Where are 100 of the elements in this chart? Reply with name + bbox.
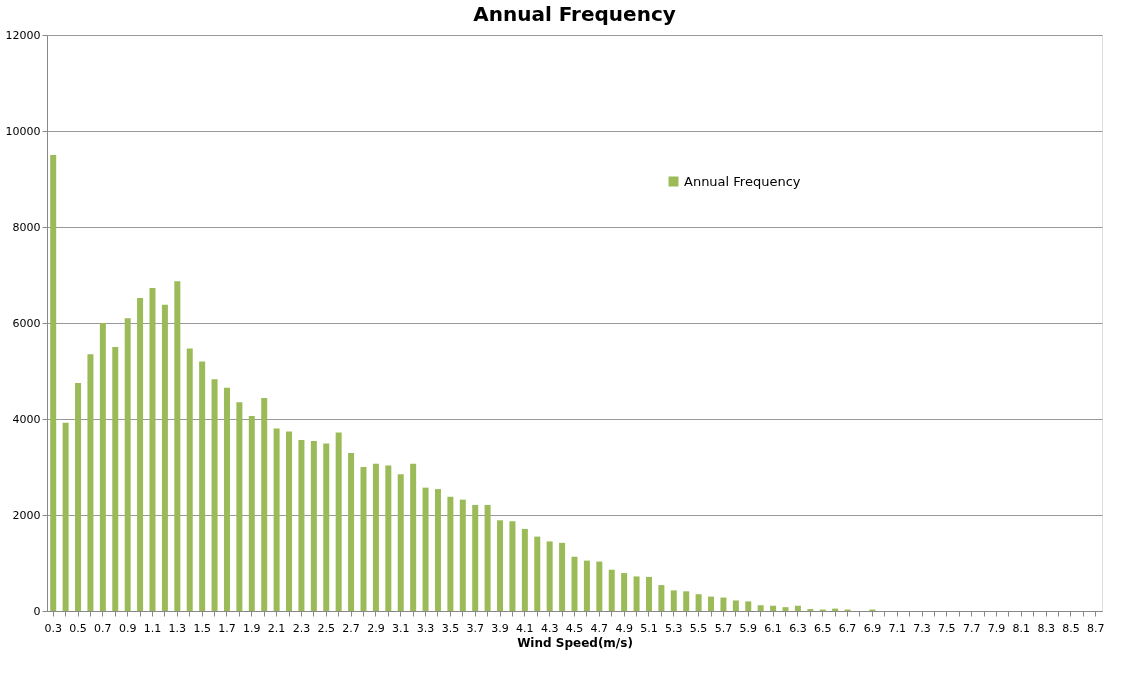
bar	[199, 361, 206, 611]
bar	[397, 474, 404, 611]
bar	[670, 590, 677, 611]
bar	[732, 600, 739, 611]
bar	[112, 347, 119, 611]
x-tick-label: 0.7	[94, 621, 112, 635]
x-tick-label: 3.3	[416, 621, 435, 635]
x-tick-label: 7.7	[962, 621, 981, 635]
bar	[658, 585, 665, 611]
bar	[298, 440, 305, 611]
bar	[633, 576, 640, 611]
x-tick-label: 2.7	[342, 621, 360, 635]
bar	[583, 560, 590, 611]
x-tick-label: 8.7	[1087, 621, 1105, 635]
y-tick-label: 4000	[12, 412, 41, 426]
bar	[608, 569, 615, 611]
bar	[248, 416, 255, 611]
x-tick-label: 3.1	[391, 621, 410, 635]
bar	[695, 594, 702, 611]
bar	[372, 463, 379, 611]
bar	[683, 591, 690, 611]
bar	[174, 281, 181, 611]
bar	[50, 155, 57, 611]
bar	[770, 605, 777, 611]
y-tick-label: 8000	[12, 220, 41, 234]
x-tick-label: 4.5	[565, 621, 584, 635]
bar	[472, 504, 479, 611]
bar	[447, 496, 454, 611]
x-tick-label: 8.5	[1062, 621, 1080, 635]
bar	[708, 596, 715, 611]
x-tick-label: 0.3	[44, 621, 62, 635]
x-tick-label: 6.5	[813, 621, 832, 635]
x-tick-label: 4.9	[615, 621, 633, 635]
bar	[62, 422, 69, 611]
bar	[422, 487, 429, 611]
x-tick-label: 4.1	[516, 621, 534, 635]
bar	[124, 318, 131, 611]
bar	[434, 489, 441, 611]
x-tick-label: 1.3	[168, 621, 187, 635]
x-tick-label: 5.3	[665, 621, 683, 635]
bar	[509, 521, 516, 611]
x-tick-label: 1.5	[193, 621, 211, 635]
x-tick-label: 7.1	[888, 621, 906, 635]
bar	[459, 499, 466, 611]
bar	[161, 304, 168, 611]
bar	[757, 605, 764, 611]
bar	[323, 443, 330, 611]
bar	[149, 287, 156, 611]
x-tick-label: 2.9	[367, 621, 385, 635]
bar	[360, 467, 367, 611]
x-tick-label: 6.3	[789, 621, 807, 635]
bar	[385, 465, 392, 611]
x-tick-label: 7.3	[913, 621, 931, 635]
x-tick-label: 1.1	[143, 621, 162, 635]
chart-title: Annual Frequency	[473, 2, 676, 26]
x-axis-title: Wind Speed(m/s)	[517, 635, 633, 650]
x-tick-label: 6.9	[863, 621, 882, 635]
bar	[546, 541, 553, 611]
y-tick-label: 12000	[5, 28, 41, 42]
bar	[87, 354, 94, 611]
bar	[720, 597, 727, 611]
y-tick-label: 6000	[12, 316, 41, 330]
x-tick-label: 3.5	[441, 621, 460, 635]
x-tick-label: 5.1	[640, 621, 658, 635]
bar	[497, 520, 504, 611]
bar	[596, 561, 603, 611]
bar	[286, 431, 293, 611]
bar	[137, 298, 144, 611]
x-tick-label: 6.1	[764, 621, 782, 635]
bar	[186, 348, 193, 611]
bar	[521, 528, 528, 611]
x-tick-label: 6.7	[838, 621, 857, 635]
bar	[261, 397, 268, 611]
y-tick-label: 10000	[5, 124, 41, 138]
bar	[236, 402, 243, 611]
x-tick-label: 5.7	[714, 621, 733, 635]
bar	[75, 383, 82, 611]
bar	[645, 576, 652, 611]
legend-label: Annual Frequency	[684, 173, 801, 189]
x-tick-label: 5.5	[689, 621, 708, 635]
x-tick-label: 4.3	[540, 621, 559, 635]
x-tick-label: 4.7	[590, 621, 609, 635]
bar	[211, 379, 218, 611]
bar	[484, 504, 491, 611]
x-tick-label: 1.9	[243, 621, 261, 635]
bar	[794, 605, 801, 611]
x-tick-label: 3.9	[491, 621, 509, 635]
x-tick-label: 1.7	[218, 621, 236, 635]
x-tick-label: 2.5	[317, 621, 336, 635]
bar	[534, 536, 541, 611]
x-tick-label: 8.1	[1012, 621, 1031, 635]
bar	[223, 387, 230, 611]
bar	[273, 428, 280, 611]
bar	[621, 573, 628, 611]
y-tick-label: 2000	[12, 508, 41, 522]
x-tick-label: 5.9	[739, 621, 758, 635]
x-tick-label: 8.3	[1037, 621, 1055, 635]
x-tick-label: 2.1	[267, 621, 286, 635]
bar	[335, 432, 342, 611]
bar	[559, 542, 566, 611]
